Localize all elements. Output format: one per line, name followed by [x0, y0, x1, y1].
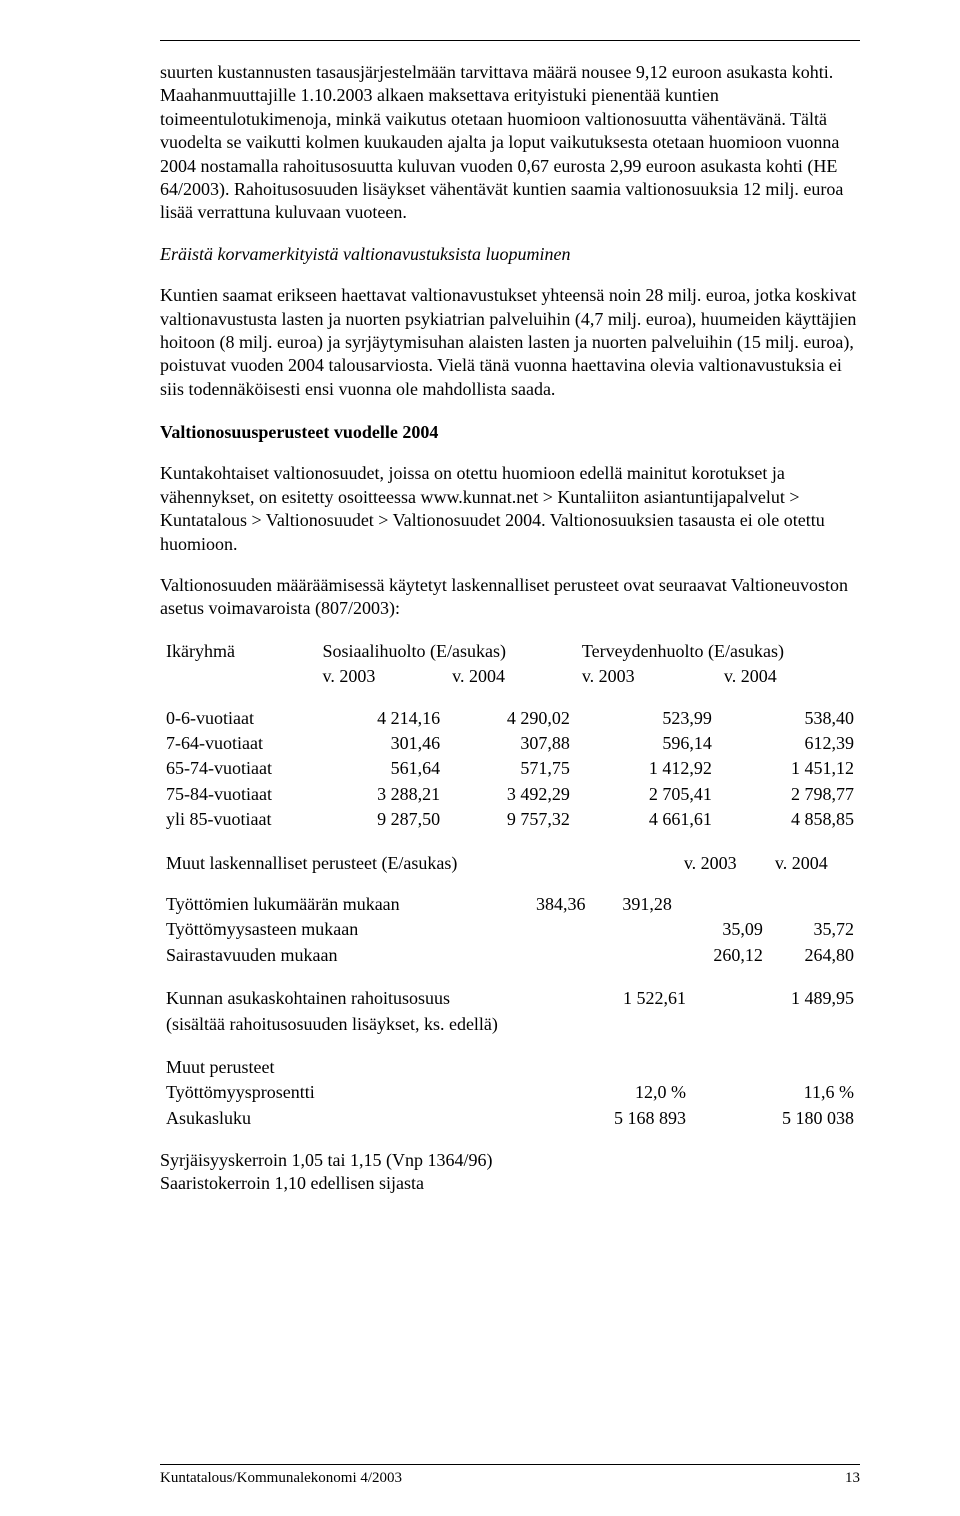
- table-row: 65-74-vuotiaat 561,64 571,75 1 412,92 1 …: [160, 756, 860, 781]
- age-group-table: Ikäryhmä Sosiaalihuolto (E/asukas) Terve…: [160, 639, 860, 833]
- cell: 9 757,32: [446, 807, 576, 832]
- table-row: 75-84-vuotiaat 3 288,21 3 492,29 2 705,4…: [160, 782, 860, 807]
- paragraph-2: Kuntien saamat erikseen haettavat valtio…: [160, 284, 860, 401]
- row-label: Sairastavuuden mukaan: [160, 943, 505, 968]
- cell: 3 492,29: [446, 782, 576, 807]
- paragraph-1: suurten kustannusten tasausjärjestelmään…: [160, 61, 860, 225]
- cell: 391,28: [591, 892, 677, 917]
- cell: 4 290,02: [446, 706, 576, 731]
- other-basis-table: Muut perusteet Työttömyysprosentti 12,0 …: [160, 1055, 860, 1131]
- cell: 1 451,12: [718, 756, 860, 781]
- cell: 11,6 %: [692, 1080, 860, 1105]
- cell: [678, 892, 769, 917]
- row-label: yli 85-vuotiaat: [160, 807, 317, 832]
- cell: 571,75: [446, 756, 576, 781]
- table-row: 7-64-vuotiaat 301,46 307,88 596,14 612,3…: [160, 731, 860, 756]
- financing-share-table: Kunnan asukaskohtainen rahoitusosuus 1 5…: [160, 986, 860, 1037]
- cell: 264,80: [769, 943, 860, 968]
- row-label: 0-6-vuotiaat: [160, 706, 317, 731]
- year-label: v. 2004: [769, 851, 860, 876]
- table-row: yli 85-vuotiaat 9 287,50 9 757,32 4 661,…: [160, 807, 860, 832]
- cell: [769, 892, 860, 917]
- table-row: Muut perusteet: [160, 1055, 860, 1080]
- table-row: Muut laskennalliset perusteet (E/asukas)…: [160, 851, 860, 876]
- col-header: Sosiaalihuolto (E/asukas): [317, 639, 576, 664]
- row-label: Työttömyysasteen mukaan: [160, 917, 505, 942]
- table-row: 0-6-vuotiaat 4 214,16 4 290,02 523,99 53…: [160, 706, 860, 731]
- table-title: Muut laskennalliset perusteet (E/asukas): [160, 851, 678, 876]
- heading-valtionosuus: Valtionosuusperusteet vuodelle 2004: [160, 421, 860, 444]
- cell: 612,39: [718, 731, 860, 756]
- col-header: Terveydenhuolto (E/asukas): [576, 639, 860, 664]
- paragraph-3: Kuntakohtaiset valtionosuudet, joissa on…: [160, 462, 860, 556]
- cell: 5 180 038: [692, 1106, 860, 1131]
- cell: 1 522,61: [524, 986, 692, 1011]
- year-label: v. 2003: [678, 851, 769, 876]
- footer-publication: Kuntatalous/Kommunalekonomi 4/2003: [160, 1469, 402, 1489]
- table-row: Työttömyysprosentti 12,0 % 11,6 %: [160, 1080, 860, 1105]
- row-note: (sisältää rahoitusosuuden lisäykset, ks.…: [160, 1012, 860, 1037]
- footnote-line-2: Saaristokerroin 1,10 edellisen sijasta: [160, 1172, 860, 1195]
- cell: 4 661,61: [576, 807, 718, 832]
- year-label: v. 2003: [317, 664, 447, 689]
- cell: 523,99: [576, 706, 718, 731]
- row-label: 75-84-vuotiaat: [160, 782, 317, 807]
- cell: 12,0 %: [524, 1080, 692, 1105]
- cell: 301,46: [317, 731, 447, 756]
- table-row: Asukasluku 5 168 893 5 180 038: [160, 1106, 860, 1131]
- table-row: Työttömyysasteen mukaan 35,09 35,72: [160, 917, 860, 942]
- top-rule: [160, 40, 860, 41]
- cell: 561,64: [317, 756, 447, 781]
- cell: 9 287,50: [317, 807, 447, 832]
- cell: 5 168 893: [524, 1106, 692, 1131]
- cell: 35,09: [678, 917, 769, 942]
- table-row: Kunnan asukaskohtainen rahoitusosuus 1 5…: [160, 986, 860, 1011]
- cell: 1 412,92: [576, 756, 718, 781]
- other-criteria-table: Muut laskennalliset perusteet (E/asukas)…: [160, 851, 860, 969]
- cell: 3 288,21: [317, 782, 447, 807]
- cell: 1 489,95: [692, 986, 860, 1011]
- row-label: Työttömyysprosentti: [160, 1080, 524, 1105]
- table-row: Työttömien lukumäärän mukaan 384,36 391,…: [160, 892, 860, 917]
- table-row: Sairastavuuden mukaan 260,12 264,80: [160, 943, 860, 968]
- row-label: Asukasluku: [160, 1106, 524, 1131]
- cell: 596,14: [576, 731, 718, 756]
- cell: 4 858,85: [718, 807, 860, 832]
- cell: 4 214,16: [317, 706, 447, 731]
- cell: 307,88: [446, 731, 576, 756]
- subheading-grants: Eräistä korvamerkityistä valtionavustuks…: [160, 243, 860, 266]
- cell: 2 798,77: [718, 782, 860, 807]
- table-row: Ikäryhmä Sosiaalihuolto (E/asukas) Terve…: [160, 639, 860, 664]
- cell: 2 705,41: [576, 782, 718, 807]
- table-row: v. 2003 v. 2004 v. 2003 v. 2004: [160, 664, 860, 689]
- page-footer: Kuntatalous/Kommunalekonomi 4/2003 13: [0, 1464, 960, 1489]
- cell: 35,72: [769, 917, 860, 942]
- table-row: (sisältää rahoitusosuuden lisäykset, ks.…: [160, 1012, 860, 1037]
- footer-page-number: 13: [845, 1469, 860, 1489]
- footnote-line-1: Syrjäisyyskerroin 1,05 tai 1,15 (Vnp 136…: [160, 1149, 860, 1172]
- row-label: 65-74-vuotiaat: [160, 756, 317, 781]
- year-label: v. 2003: [576, 664, 718, 689]
- year-label: v. 2004: [718, 664, 860, 689]
- row-label: Kunnan asukaskohtainen rahoitusosuus: [160, 986, 524, 1011]
- table-title: Muut perusteet: [160, 1055, 860, 1080]
- cell: 538,40: [718, 706, 860, 731]
- cell: 384,36: [505, 892, 591, 917]
- cell: 260,12: [678, 943, 769, 968]
- row-label: 7-64-vuotiaat: [160, 731, 317, 756]
- col-header: Ikäryhmä: [160, 639, 317, 664]
- row-label: Työttömien lukumäärän mukaan: [160, 892, 505, 917]
- paragraph-4: Valtionosuuden määräämisessä käytetyt la…: [160, 574, 860, 621]
- year-label: v. 2004: [446, 664, 576, 689]
